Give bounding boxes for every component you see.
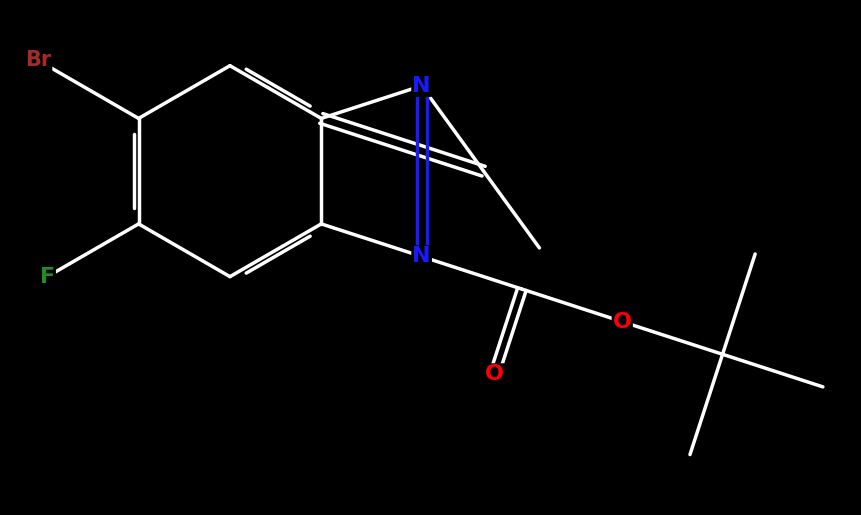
Text: O: O <box>613 312 632 332</box>
Text: N: N <box>412 76 430 96</box>
Text: F: F <box>40 267 55 287</box>
Text: O: O <box>485 364 504 384</box>
Text: N: N <box>412 247 430 266</box>
Text: Br: Br <box>25 50 52 71</box>
